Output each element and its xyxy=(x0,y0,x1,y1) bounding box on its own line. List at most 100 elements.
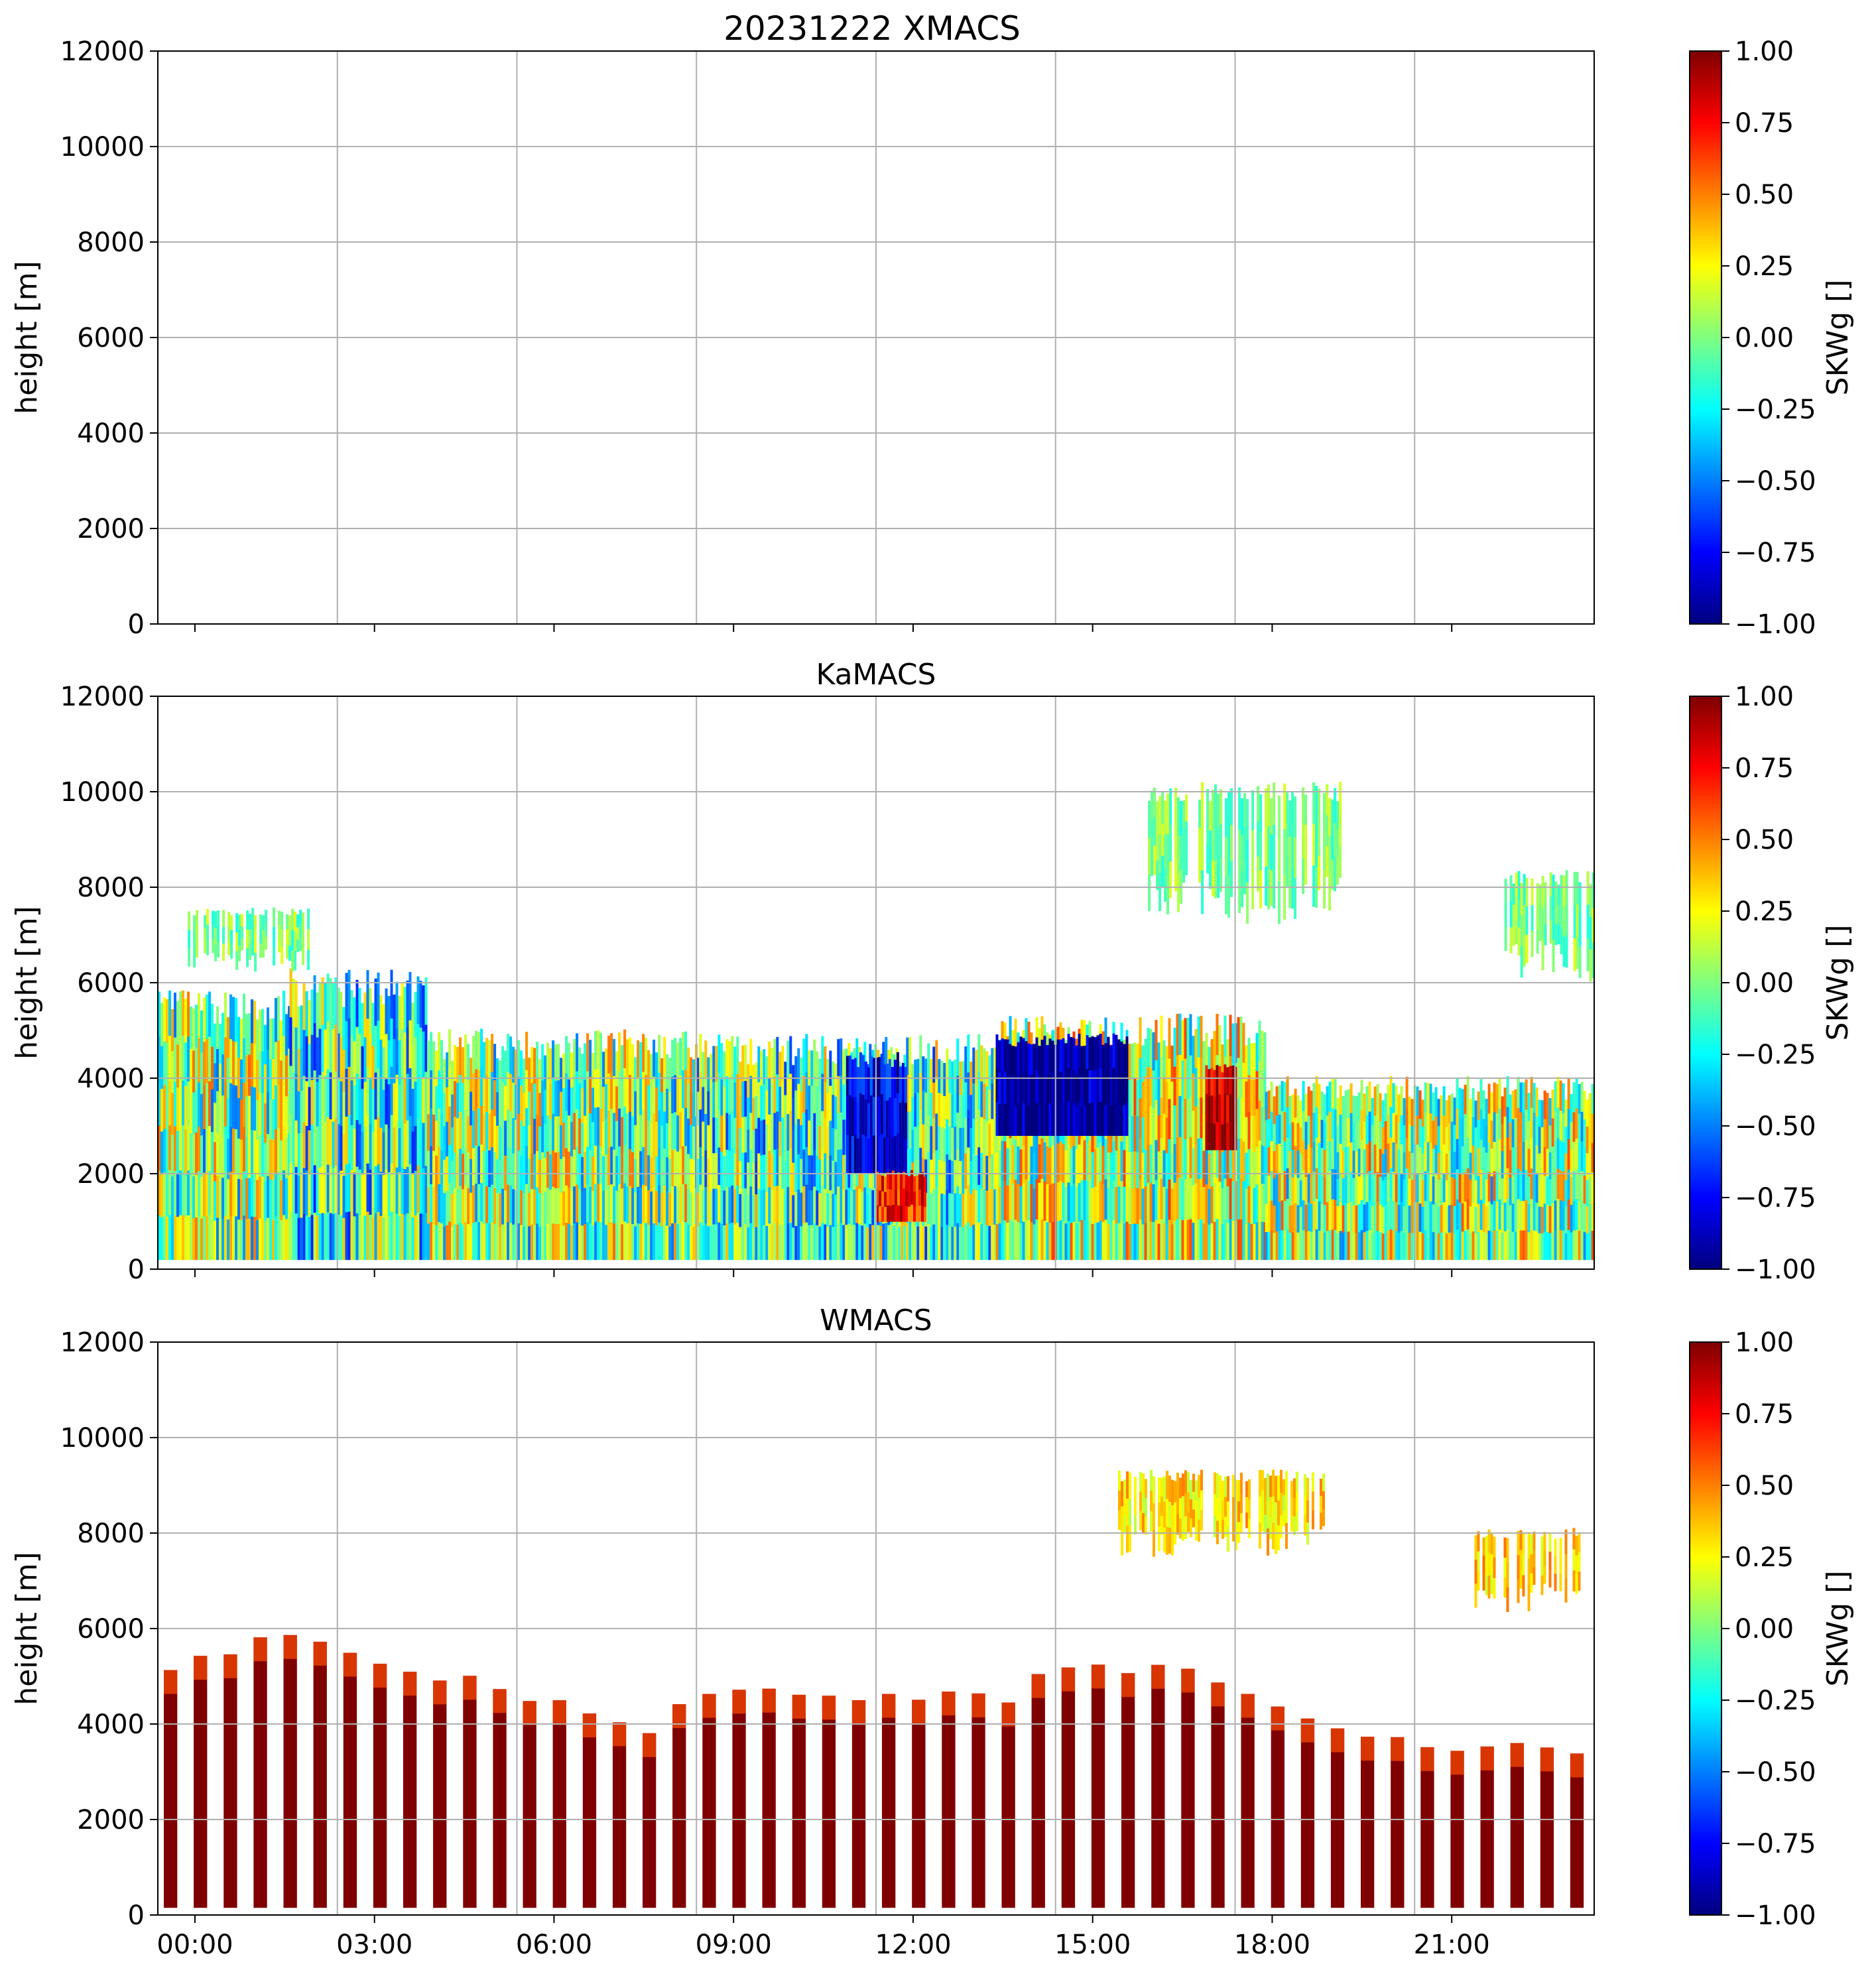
data-cell xyxy=(1022,1070,1025,1103)
data-cell xyxy=(249,928,252,945)
data-cell xyxy=(1251,869,1255,910)
data-cell xyxy=(972,1189,975,1225)
data-cell xyxy=(549,1048,552,1084)
data-cell xyxy=(1310,1175,1313,1204)
data-cell xyxy=(533,1154,536,1190)
data-cell xyxy=(1527,1584,1531,1611)
data-cell xyxy=(332,1213,335,1261)
data-cell xyxy=(188,911,191,930)
data-cell xyxy=(789,1110,792,1148)
data-cell xyxy=(264,1181,267,1221)
data-cell xyxy=(576,1184,579,1223)
data-cell xyxy=(1178,1218,1182,1261)
data-cell xyxy=(861,1225,864,1261)
y-tick-label: 2000 xyxy=(77,514,145,544)
data-cell xyxy=(1410,1205,1414,1233)
data-cell xyxy=(206,1127,208,1172)
data-cell xyxy=(1405,1198,1408,1230)
data-cell xyxy=(1485,1125,1488,1153)
data-cell xyxy=(723,1225,726,1261)
data-cell xyxy=(163,1215,166,1261)
data-column-cap xyxy=(433,1680,447,1705)
data-cell xyxy=(1339,1143,1342,1173)
data-cell xyxy=(251,999,253,1044)
data-cell xyxy=(1456,1078,1459,1109)
data-cell xyxy=(845,1056,849,1096)
data-cell xyxy=(1261,1145,1264,1184)
data-cell xyxy=(1243,793,1247,828)
data-cell xyxy=(265,936,268,950)
data-cell xyxy=(1567,1108,1570,1139)
data-cell xyxy=(523,1192,526,1227)
data-cell xyxy=(1312,1230,1316,1261)
data-cell xyxy=(1245,1117,1248,1153)
data-cell xyxy=(340,1125,343,1171)
data-cell xyxy=(1458,1202,1462,1231)
data-cell xyxy=(1291,869,1294,909)
data-cell xyxy=(1426,1112,1430,1142)
data-cell xyxy=(1001,1103,1004,1136)
data-cell xyxy=(1482,1231,1485,1261)
data-cell xyxy=(1504,879,1507,903)
data-cell xyxy=(972,1047,975,1083)
data-cell xyxy=(1173,1182,1176,1221)
data-cell xyxy=(1432,1092,1435,1121)
data-cell xyxy=(475,1221,478,1261)
data-cell xyxy=(1192,1073,1195,1111)
data-cell xyxy=(1562,1171,1565,1202)
data-cell xyxy=(1535,1173,1538,1203)
data-cell xyxy=(340,1215,343,1261)
data-cell xyxy=(573,1149,576,1187)
data-cell xyxy=(1166,1471,1168,1499)
data-cell xyxy=(552,1040,555,1078)
data-cell xyxy=(1067,1221,1070,1261)
data-cell xyxy=(621,1188,624,1225)
data-cell xyxy=(1456,1108,1459,1139)
data-cell xyxy=(1405,1229,1408,1261)
data-cell xyxy=(1371,1178,1374,1206)
data-cell xyxy=(187,1125,190,1171)
data-cell xyxy=(1570,1094,1573,1123)
data-cell xyxy=(1294,1145,1297,1175)
data-cell xyxy=(1458,1144,1462,1174)
data-cell xyxy=(1046,1146,1049,1184)
data-cell xyxy=(889,1172,892,1190)
data-cell xyxy=(1171,1530,1174,1556)
data-cell xyxy=(1575,1536,1578,1556)
data-cell xyxy=(256,1179,259,1220)
data-cell xyxy=(1376,1201,1379,1231)
data-cell xyxy=(1307,1086,1310,1116)
data-cell xyxy=(355,1119,359,1167)
data-cell xyxy=(581,1088,584,1123)
data-cell xyxy=(1296,1177,1300,1205)
data-cell xyxy=(1229,1137,1232,1179)
data-cell xyxy=(637,1186,640,1224)
data-cell xyxy=(763,1049,766,1085)
data-cell xyxy=(232,1084,235,1129)
data-cell xyxy=(1434,1202,1438,1231)
data-cell xyxy=(1223,1137,1227,1179)
data-cell xyxy=(938,1059,941,1093)
data-cell xyxy=(1038,1221,1041,1261)
data-cell xyxy=(1072,1221,1076,1261)
data-column xyxy=(1061,1667,1076,1908)
data-cell xyxy=(329,978,332,1026)
data-cell xyxy=(1591,1230,1594,1261)
data-cell xyxy=(1477,1531,1480,1552)
data-cell xyxy=(1170,1188,1174,1225)
data-cell xyxy=(1471,1174,1475,1203)
data-cell xyxy=(1458,1087,1462,1117)
data-cell xyxy=(1038,1105,1041,1136)
data-cell xyxy=(935,1150,938,1187)
data-cell xyxy=(408,1068,412,1117)
data-cell xyxy=(755,1095,758,1129)
data-cell xyxy=(1200,1015,1203,1057)
data-cell xyxy=(1212,790,1215,826)
data-cell xyxy=(456,1153,460,1190)
data-cell xyxy=(1231,1220,1235,1261)
data-cell xyxy=(456,1224,460,1261)
data-cell xyxy=(1086,1142,1089,1182)
data-cell xyxy=(1257,786,1260,822)
data-cell xyxy=(1509,1204,1512,1233)
data-cell xyxy=(316,1170,319,1215)
